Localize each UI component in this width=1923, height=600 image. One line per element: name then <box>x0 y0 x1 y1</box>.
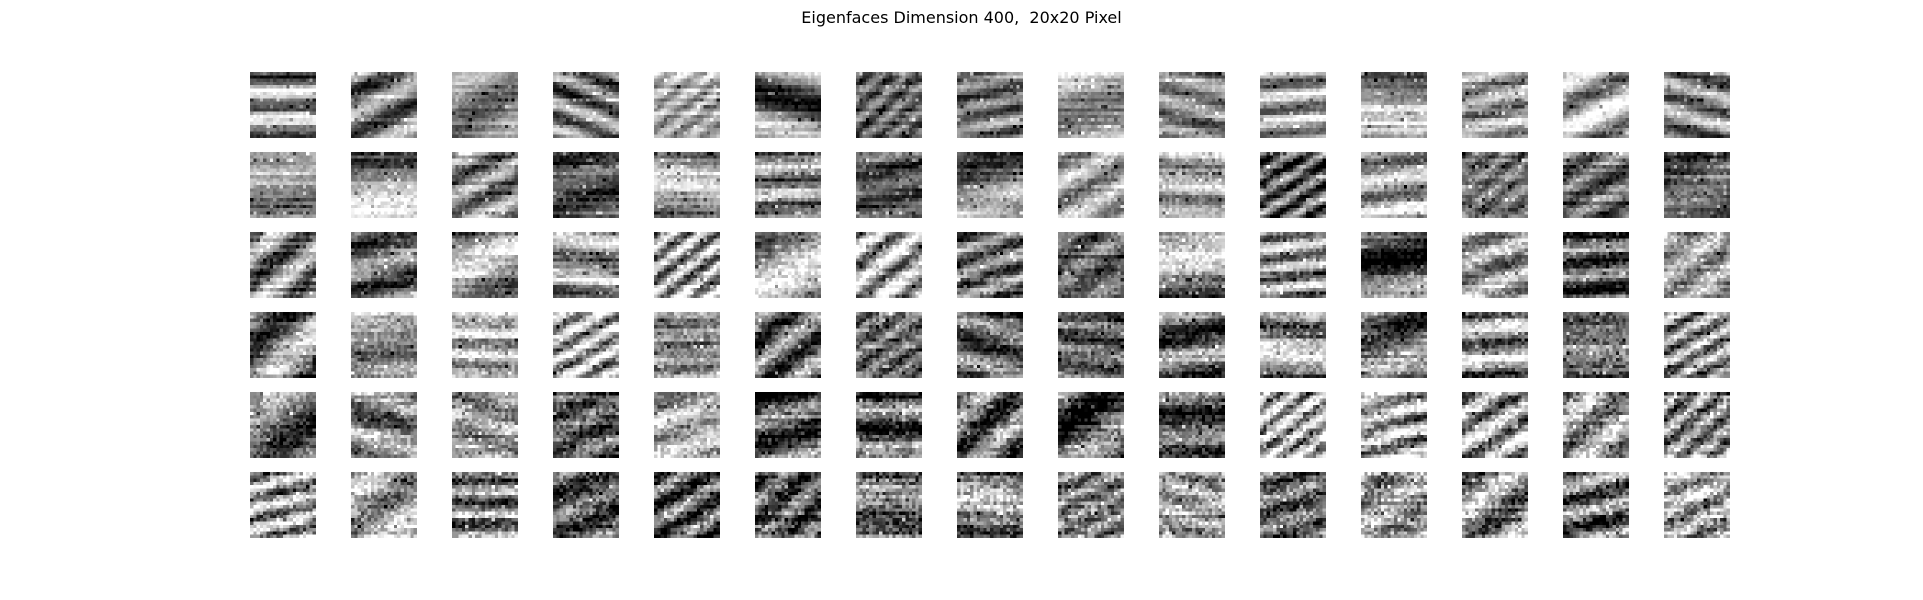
eigenface-tile <box>1058 152 1124 218</box>
eigenface-tile <box>1159 152 1225 218</box>
eigenface-tile <box>250 472 316 538</box>
eigenface-tile <box>957 152 1023 218</box>
eigenface-tile <box>856 152 922 218</box>
eigenface-tile <box>1462 312 1528 378</box>
eigenface-tile <box>1462 392 1528 458</box>
eigenface-tile <box>351 312 417 378</box>
eigenface-tile <box>856 72 922 138</box>
eigenface-tile <box>553 72 619 138</box>
eigenface-tile <box>1058 392 1124 458</box>
eigenface-tile <box>957 232 1023 298</box>
eigenface-tile <box>654 472 720 538</box>
eigenface-tile <box>957 312 1023 378</box>
eigenface-tile <box>1664 312 1730 378</box>
eigenface-tile <box>1159 472 1225 538</box>
eigenface-tile <box>1664 232 1730 298</box>
eigenface-tile <box>1664 152 1730 218</box>
eigenface-tile <box>1159 312 1225 378</box>
eigenface-tile <box>856 392 922 458</box>
eigenface-tile <box>452 312 518 378</box>
eigenface-tile <box>755 72 821 138</box>
eigenface-tile <box>1159 232 1225 298</box>
eigenface-tile <box>654 392 720 458</box>
eigenface-tile <box>957 472 1023 538</box>
eigenface-tile <box>553 312 619 378</box>
eigenface-tile <box>250 152 316 218</box>
eigenface-tile <box>1260 152 1326 218</box>
eigenface-tile <box>654 312 720 378</box>
eigenface-tile <box>1664 472 1730 538</box>
eigenface-tile <box>1361 152 1427 218</box>
eigenface-tile <box>351 152 417 218</box>
eigenface-tile <box>250 312 316 378</box>
eigenface-tile <box>553 472 619 538</box>
eigenface-tile <box>1462 72 1528 138</box>
eigenface-tile <box>1563 392 1629 458</box>
eigenface-tile <box>1260 472 1326 538</box>
eigenface-tile <box>553 392 619 458</box>
eigenface-tile <box>250 232 316 298</box>
eigenface-tile <box>452 152 518 218</box>
eigenface-tile <box>755 312 821 378</box>
eigenface-tile <box>856 312 922 378</box>
eigenface-tile <box>250 392 316 458</box>
eigenface-tile <box>856 472 922 538</box>
eigenface-tile <box>452 472 518 538</box>
eigenface-tile <box>1361 392 1427 458</box>
eigenface-tile <box>654 72 720 138</box>
eigenface-tile <box>250 72 316 138</box>
eigenface-tile <box>1563 472 1629 538</box>
eigenface-tile <box>755 152 821 218</box>
eigenface-tile <box>1260 232 1326 298</box>
eigenface-tile <box>1462 232 1528 298</box>
eigenface-tile <box>1058 72 1124 138</box>
eigenface-tile <box>1563 72 1629 138</box>
figure-title: Eigenfaces Dimension 400, 20x20 Pixel <box>801 8 1122 27</box>
eigenface-tile <box>755 472 821 538</box>
eigenface-tile <box>351 72 417 138</box>
eigenface-tile <box>1260 392 1326 458</box>
eigenface-tile <box>1664 392 1730 458</box>
eigenface-tile <box>351 232 417 298</box>
eigenface-tile <box>1361 472 1427 538</box>
eigenface-tile <box>1664 72 1730 138</box>
eigenface-tile <box>856 232 922 298</box>
eigenface-tile <box>755 232 821 298</box>
eigenface-grid <box>250 72 1730 538</box>
eigenface-tile <box>1159 72 1225 138</box>
eigenface-tile <box>1462 152 1528 218</box>
eigenface-tile <box>1563 312 1629 378</box>
eigenface-tile <box>1563 152 1629 218</box>
eigenface-tile <box>452 232 518 298</box>
eigenface-tile <box>351 392 417 458</box>
eigenface-tile <box>1058 472 1124 538</box>
eigenface-tile <box>1462 472 1528 538</box>
eigenface-tile <box>1159 392 1225 458</box>
eigenface-tile <box>654 152 720 218</box>
eigenface-tile <box>553 232 619 298</box>
eigenface-tile <box>755 392 821 458</box>
eigenface-tile <box>452 392 518 458</box>
eigenface-tile <box>1361 232 1427 298</box>
eigenface-tile <box>1058 232 1124 298</box>
eigenface-tile <box>654 232 720 298</box>
eigenface-tile <box>553 152 619 218</box>
eigenface-tile <box>1058 312 1124 378</box>
eigenface-tile <box>957 72 1023 138</box>
eigenface-tile <box>1361 72 1427 138</box>
eigenface-tile <box>1563 232 1629 298</box>
eigenface-tile <box>1260 312 1326 378</box>
eigenface-tile <box>452 72 518 138</box>
eigenface-tile <box>351 472 417 538</box>
eigenface-tile <box>1361 312 1427 378</box>
eigenface-tile <box>1260 72 1326 138</box>
eigenface-tile <box>957 392 1023 458</box>
